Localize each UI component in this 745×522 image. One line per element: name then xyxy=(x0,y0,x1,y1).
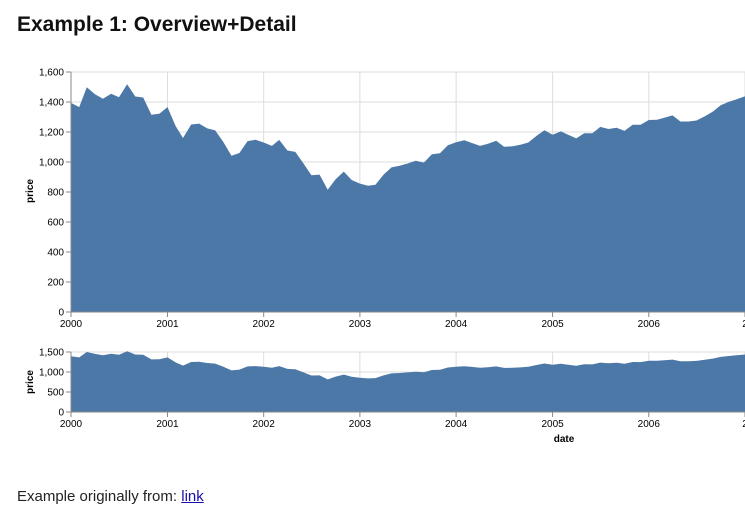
x-tick-label: 2 xyxy=(742,319,745,330)
detail-y-axis-title: price xyxy=(25,179,36,203)
x-tick-label: 2006 xyxy=(638,419,661,430)
x-tick-label: 2001 xyxy=(156,419,179,430)
overview-x-axis: 2000 2001 2002 2003 2004 2005 2006 2 xyxy=(60,412,745,430)
x-tick-label: 2003 xyxy=(349,319,372,330)
source-link[interactable]: link xyxy=(181,488,204,505)
y-tick-label: 0 xyxy=(58,308,64,319)
y-tick-label: 1,500 xyxy=(39,348,64,359)
x-tick-label: 2005 xyxy=(541,319,564,330)
overview-y-axis-title: price xyxy=(25,370,36,394)
y-tick-label: 0 xyxy=(58,408,64,419)
x-tick-label: 2002 xyxy=(253,419,276,430)
y-tick-label: 600 xyxy=(47,218,64,229)
overview-axes xyxy=(70,352,745,413)
x-tick-label: 2000 xyxy=(60,319,83,330)
detail-price-area xyxy=(71,84,745,312)
x-tick-label: 2004 xyxy=(445,319,468,330)
y-tick-label: 200 xyxy=(47,278,64,289)
overview-x-axis-title: date xyxy=(554,434,575,445)
y-tick-label: 1,600 xyxy=(39,68,64,79)
x-tick-label: 2006 xyxy=(638,319,661,330)
y-tick-label: 1,000 xyxy=(39,158,64,169)
overview-y-axis: 0 500 1,000 1,500 xyxy=(39,348,71,419)
x-tick-label: 2 xyxy=(742,419,745,430)
y-tick-label: 1,200 xyxy=(39,128,64,139)
y-tick-label: 500 xyxy=(47,388,64,399)
detail-y-axis: 0 200 400 600 800 1,000 1,200 1,400 1,600 xyxy=(39,68,71,319)
x-tick-label: 2003 xyxy=(349,419,372,430)
overview-price-area xyxy=(71,351,745,412)
x-tick-label: 2000 xyxy=(60,419,83,430)
y-tick-label: 400 xyxy=(47,248,64,259)
y-tick-label: 1,400 xyxy=(39,98,64,109)
x-tick-label: 2005 xyxy=(541,419,564,430)
y-tick-label: 800 xyxy=(47,188,64,199)
footer-note: Example originally from: link xyxy=(17,488,204,505)
page-title: Example 1: Overview+Detail xyxy=(17,13,297,36)
footer-text: Example originally from: xyxy=(17,488,182,505)
x-tick-label: 2002 xyxy=(253,319,276,330)
x-tick-label: 2004 xyxy=(445,419,468,430)
detail-x-axis: 2000 2001 2002 2003 2004 2005 2006 2 xyxy=(60,312,745,330)
y-tick-label: 1,000 xyxy=(39,368,64,379)
x-tick-label: 2001 xyxy=(156,319,179,330)
